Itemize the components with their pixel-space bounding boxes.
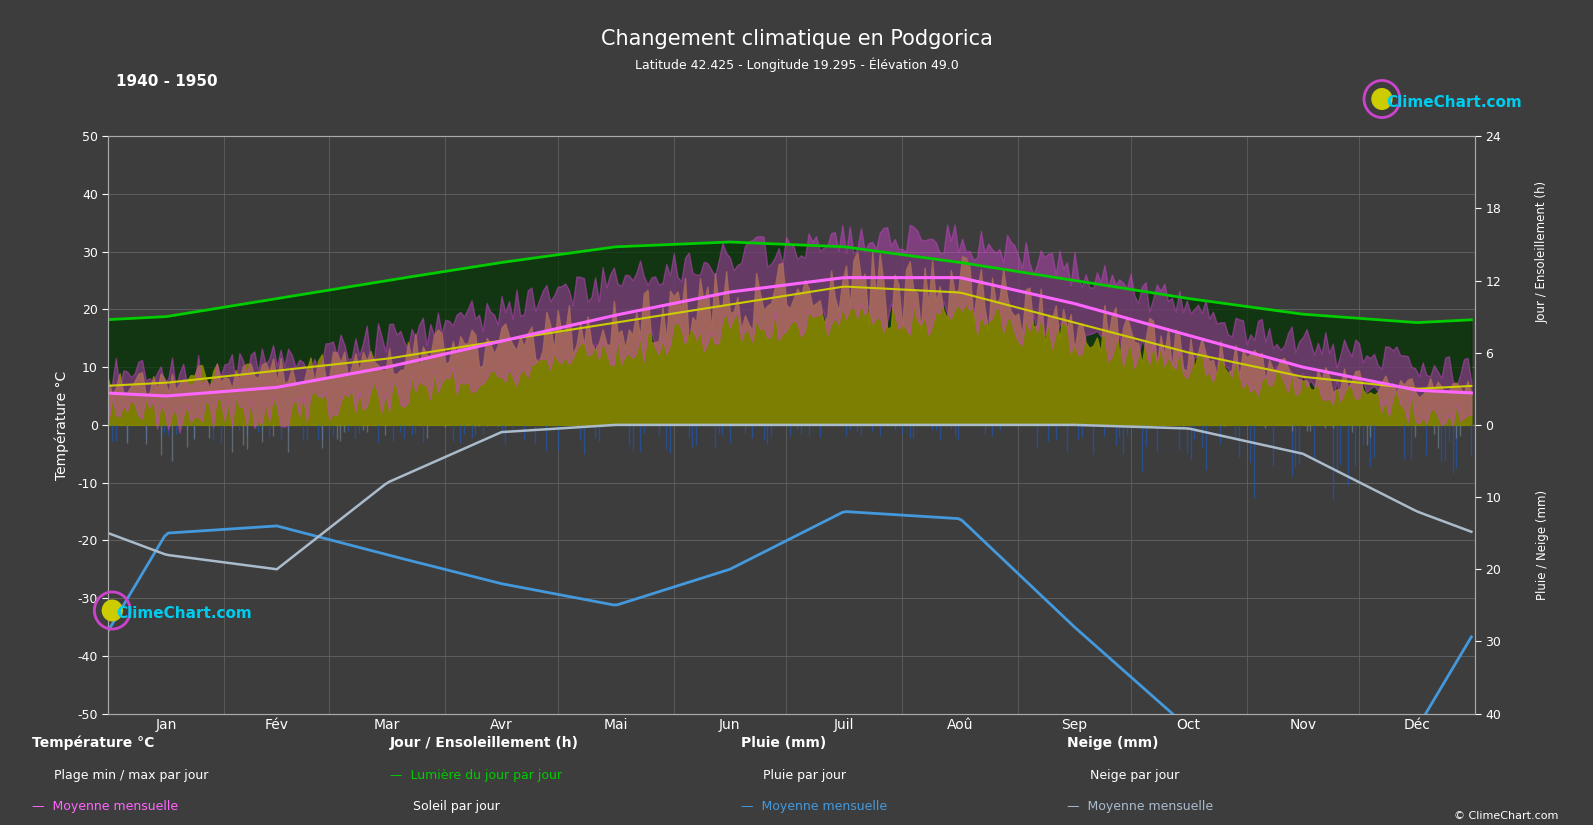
Text: Température °C: Température °C (32, 736, 155, 751)
Text: Soleil par jour: Soleil par jour (413, 800, 499, 813)
Text: —  Moyenne mensuelle: — Moyenne mensuelle (32, 800, 178, 813)
Text: Changement climatique en Podgorica: Changement climatique en Podgorica (601, 29, 992, 49)
Text: 1940 - 1950: 1940 - 1950 (116, 74, 218, 89)
Text: ClimeChart.com: ClimeChart.com (116, 606, 252, 621)
Text: Pluie (mm): Pluie (mm) (741, 736, 827, 750)
Text: ClimeChart.com: ClimeChart.com (1386, 95, 1521, 110)
Text: Latitude 42.425 - Longitude 19.295 - Élévation 49.0: Latitude 42.425 - Longitude 19.295 - Élé… (634, 58, 959, 73)
Y-axis label: Température °C: Température °C (54, 370, 68, 479)
Text: Plage min / max par jour: Plage min / max par jour (54, 769, 209, 782)
Text: Pluie par jour: Pluie par jour (763, 769, 846, 782)
Text: —  Moyenne mensuelle: — Moyenne mensuelle (1067, 800, 1214, 813)
Text: —  Moyenne mensuelle: — Moyenne mensuelle (741, 800, 887, 813)
Text: © ClimeChart.com: © ClimeChart.com (1453, 811, 1558, 821)
Text: Jour / Ensoleillement (h): Jour / Ensoleillement (h) (1536, 181, 1548, 323)
Text: Jour / Ensoleillement (h): Jour / Ensoleillement (h) (390, 736, 580, 750)
Circle shape (102, 601, 123, 620)
Text: Neige par jour: Neige par jour (1090, 769, 1179, 782)
Circle shape (1372, 89, 1392, 109)
Text: Pluie / Neige (mm): Pluie / Neige (mm) (1536, 489, 1548, 600)
Text: Neige (mm): Neige (mm) (1067, 736, 1158, 750)
Text: —  Lumière du jour par jour: — Lumière du jour par jour (390, 769, 562, 782)
